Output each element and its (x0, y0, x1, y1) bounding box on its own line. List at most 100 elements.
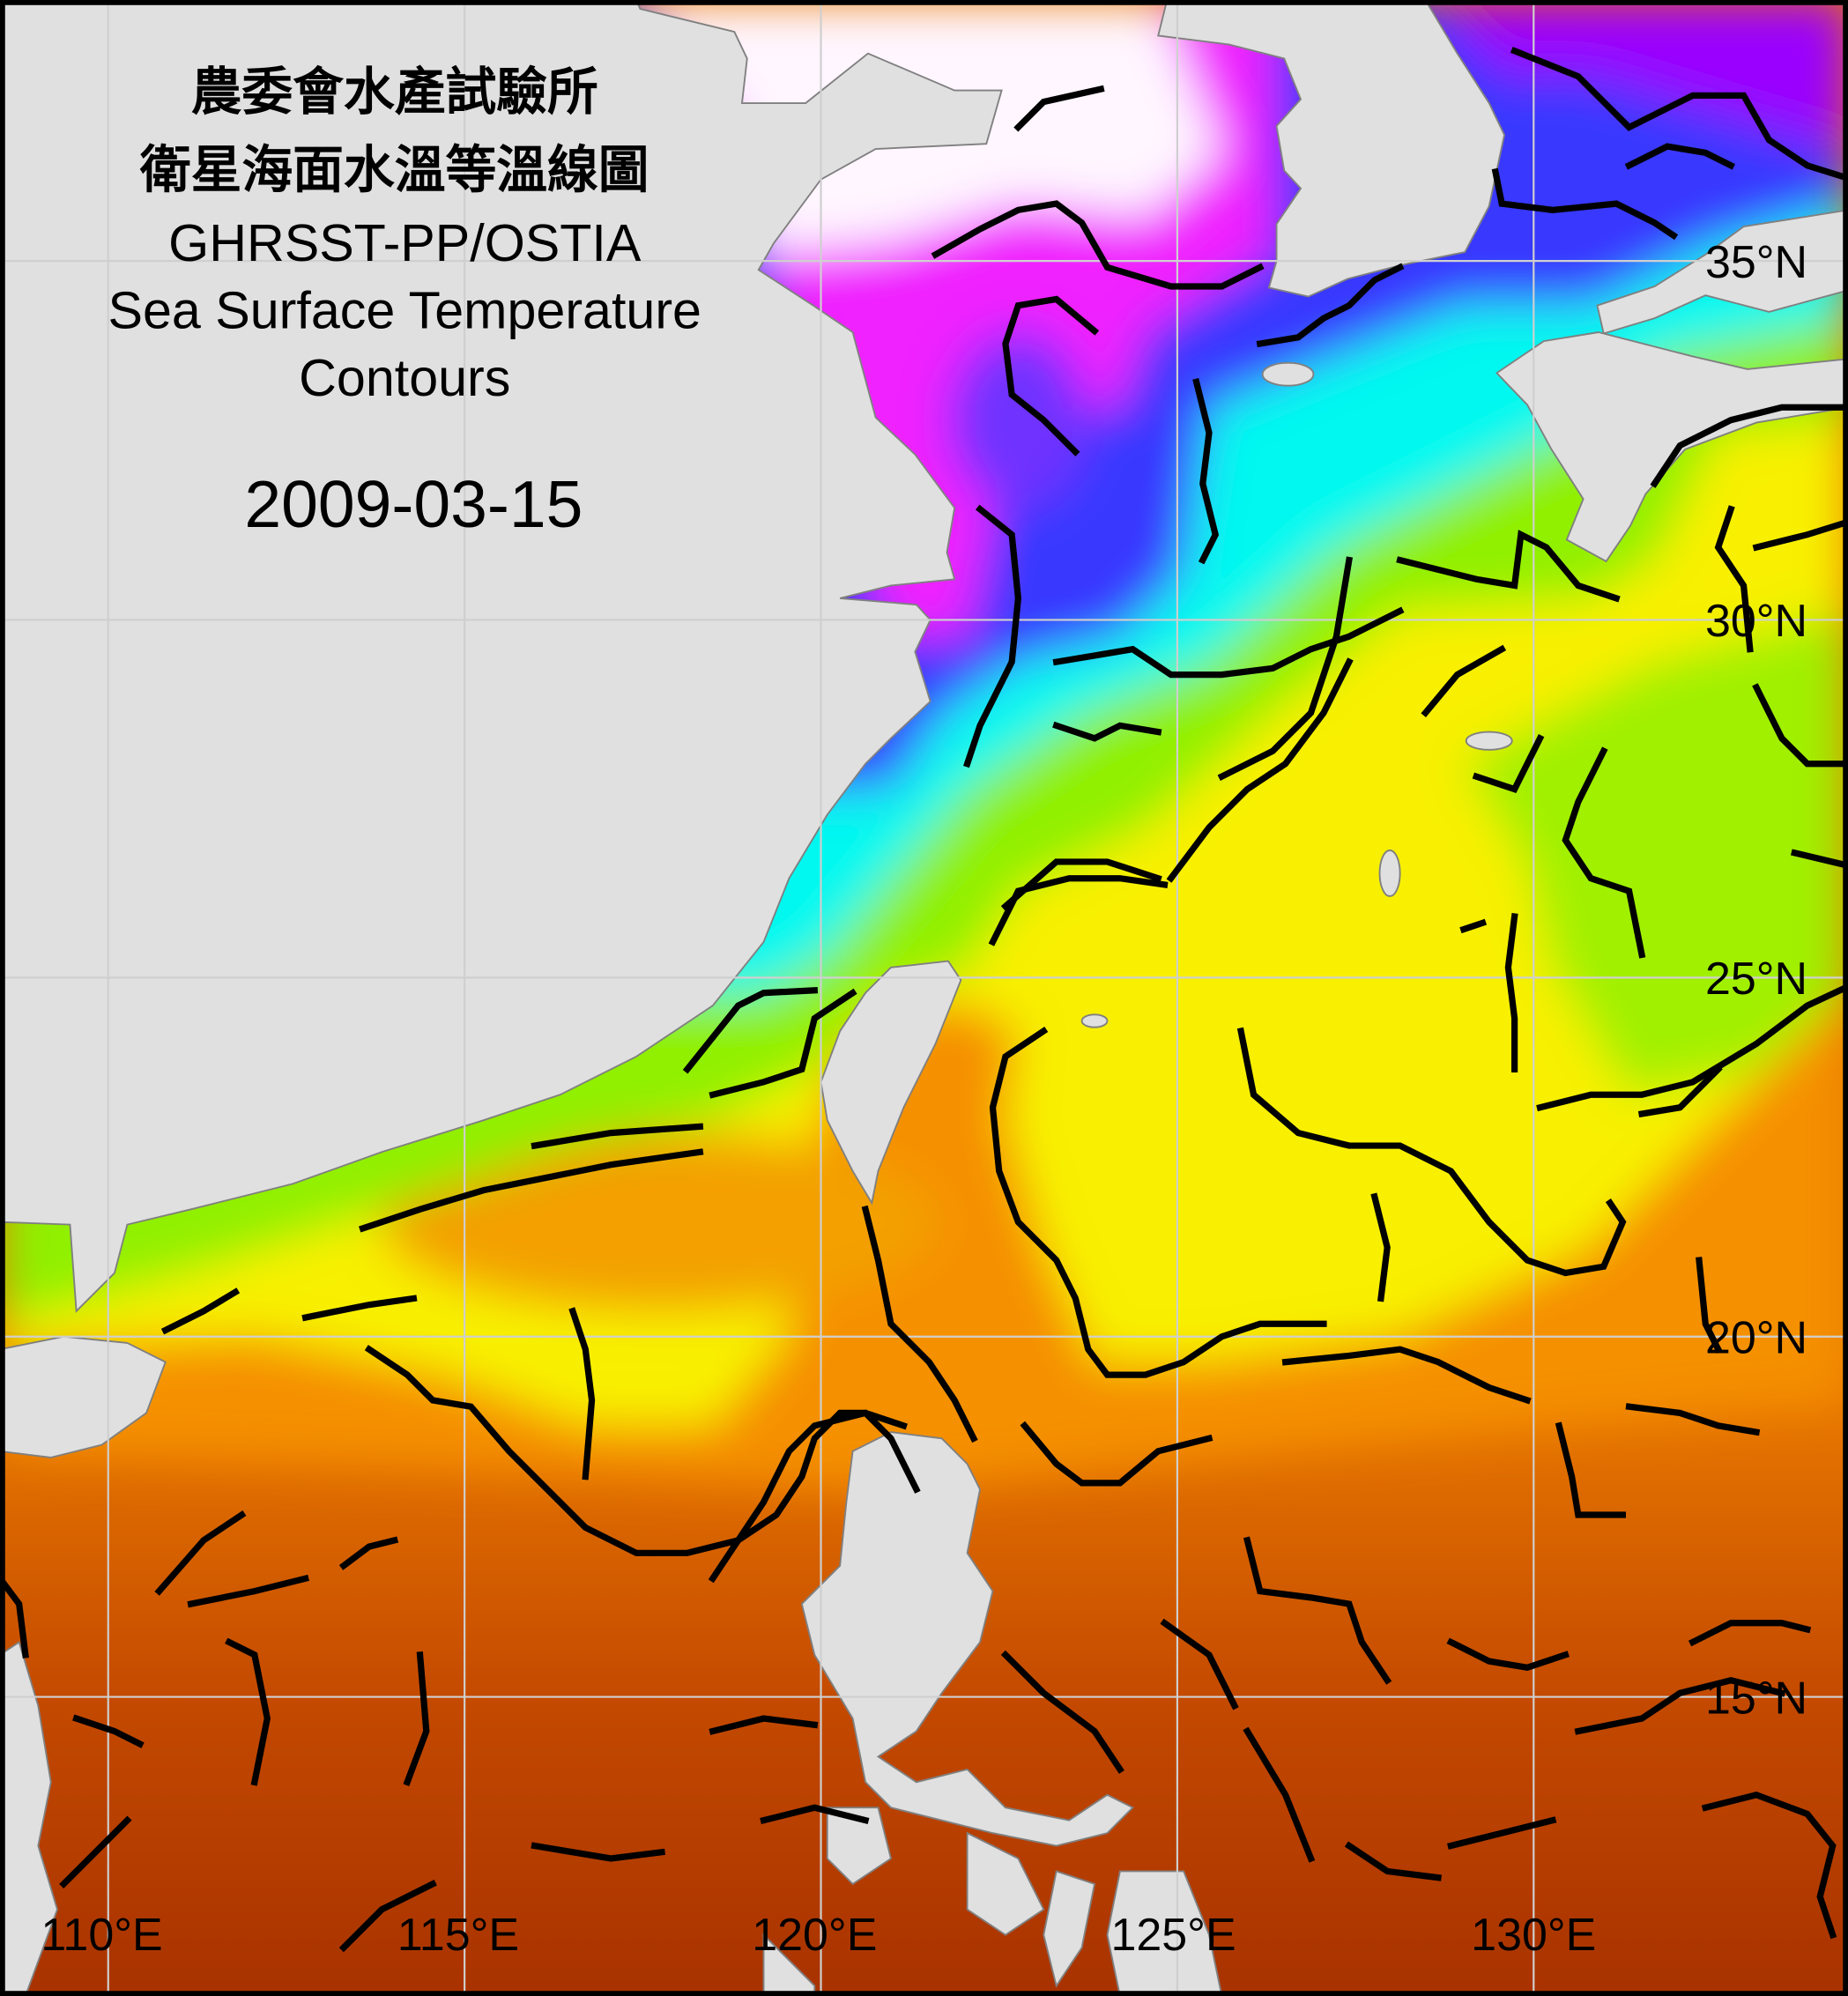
isotherm-line (1447, 1816, 1557, 1850)
isotherm-line (861, 1205, 978, 1443)
isotherm-line (1013, 85, 1105, 132)
isotherm-line (1574, 1677, 1786, 1735)
isotherm-line (59, 1815, 132, 1888)
isotherm-line (1696, 1257, 1723, 1354)
isotherm-line (364, 1345, 921, 1556)
isotherm-line (1421, 644, 1507, 718)
isotherm-line (1243, 1536, 1392, 1685)
isotherm-line (1752, 518, 1848, 552)
isotherm-line (1256, 263, 1405, 348)
isotherm-line (1446, 1637, 1570, 1672)
lon-label: 125°E (1110, 1910, 1236, 1961)
isotherm-line (359, 1148, 704, 1233)
isotherm-line (72, 1714, 145, 1748)
isotherm-line (187, 1574, 309, 1608)
land-negros (1043, 1870, 1096, 1988)
isotherm-line (154, 1510, 247, 1596)
isotherm-line (989, 1027, 1327, 1378)
isotherm-line (709, 1715, 819, 1735)
isotherm-line (160, 1287, 241, 1335)
land-kyushu-shikoku (1495, 331, 1848, 563)
lon-label: 120°E (752, 1910, 877, 1961)
isotherm-line (760, 1804, 870, 1825)
isotherm-line (1192, 377, 1220, 565)
land-vietnam (0, 1640, 58, 1996)
lat-label: 35°N (1705, 237, 1807, 288)
map-title-block: 農委會水產試驗所 衛星海面水溫等溫線圖 GHRSST-PP/OSTIA Sea … (108, 62, 701, 541)
isotherm-line (1472, 733, 1545, 794)
isotherm-line (1166, 657, 1354, 883)
land-panay (966, 1831, 1045, 1936)
map-date: 2009-03-15 (244, 467, 583, 541)
land-yaeyama-island (1080, 1013, 1109, 1028)
isotherm-line (1281, 1346, 1532, 1405)
isotherm-line (1459, 918, 1488, 934)
latitude-labels: 35°N 30°N 25°N 20°N 15°N (1705, 237, 1807, 1724)
isotherm-line (1714, 505, 1754, 653)
land-china (0, 0, 1003, 1313)
lon-label: 110°E (41, 1910, 162, 1961)
isotherm-line (301, 1295, 418, 1322)
isotherm-line (338, 1536, 399, 1570)
isotherm-line (1217, 556, 1354, 781)
isotherm-line (1491, 167, 1679, 241)
land-okinawa (1465, 731, 1513, 751)
isotherm-line (1243, 1726, 1316, 1863)
isotherm-line (1562, 746, 1646, 959)
isotherm-line (0, 1574, 29, 1658)
lon-label: 130°E (1471, 1910, 1596, 1961)
isotherm-line (1000, 858, 1162, 911)
lat-label: 15°N (1705, 1673, 1807, 1724)
isotherm-line (531, 1842, 666, 1862)
isotherm-line (403, 1651, 430, 1786)
isotherm-line (1624, 143, 1735, 170)
isotherm-line (1752, 683, 1848, 768)
isotherm-line (1688, 1620, 1812, 1647)
isotherm-line (1344, 1841, 1442, 1881)
isotherm-line (1504, 913, 1518, 1073)
isotherm-line (1370, 1192, 1391, 1302)
title-agency: 農委會水產試驗所 (191, 62, 598, 122)
isotherm-line (963, 504, 1022, 768)
isotherm-line (1396, 530, 1621, 603)
longitude-labels: 110°E 115°E 120°E 125°E 130°E (41, 1910, 1596, 1961)
sst-east-green-zone (1463, 611, 1848, 1095)
isotherm-line (1536, 983, 1848, 1112)
lat-label: 25°N (1705, 953, 1807, 1005)
land-hainan (0, 1335, 167, 1458)
isotherm-line (225, 1637, 271, 1786)
isotherm-line (931, 200, 1265, 290)
isotherm-line (1052, 606, 1405, 679)
isotherm-line (1625, 1403, 1761, 1436)
land-honshu (1596, 209, 1848, 335)
isotherm-line (1160, 1618, 1239, 1710)
sst-strait-orange (382, 1132, 942, 1311)
isotherm-line (1701, 1791, 1837, 1940)
isotherm-line (1000, 1650, 1124, 1774)
lat-label: 20°N (1705, 1313, 1807, 1364)
isotherm-line (1650, 404, 1848, 488)
isotherm-line (988, 875, 1169, 946)
title-chinese-subtitle: 衛星海面水溫等溫線圖 (139, 139, 649, 199)
sst-purple-zone (1425, 0, 1848, 153)
isotherm-line (1052, 721, 1162, 742)
isotherm-line (1510, 47, 1848, 182)
land-jeju (1261, 361, 1315, 387)
lat-label: 30°N (1705, 596, 1807, 647)
land-korea (1157, 0, 1506, 298)
land-mindoro (826, 1807, 893, 1886)
isotherm-line (709, 988, 857, 1099)
land-ryukyu-island (1378, 849, 1401, 897)
isotherm-line (682, 987, 819, 1074)
isotherm-line (1790, 849, 1848, 869)
isotherm-line (568, 1307, 596, 1480)
isotherm-contours (0, 47, 1848, 1953)
isotherm-line (708, 1409, 908, 1584)
isotherm-line (1637, 1065, 1723, 1118)
isotherm-line (1555, 1421, 1626, 1518)
isotherm-line (1002, 295, 1100, 456)
